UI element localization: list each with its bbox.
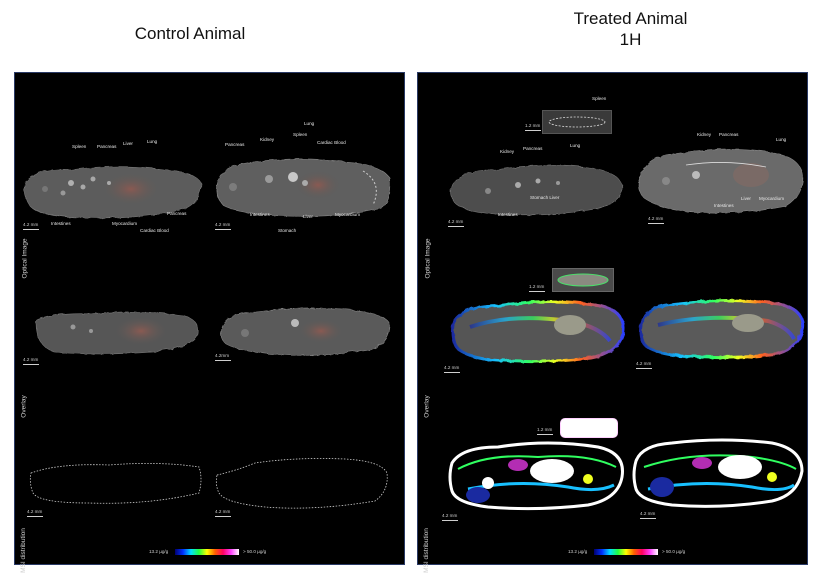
- control-right-label-liver: Liver: [303, 214, 313, 219]
- control-msi-right-scale: 4.2 mm: [215, 509, 232, 517]
- treated-msi-right-section: [632, 438, 804, 508]
- control-label-cardiac-blood: Cardiac Blood: [140, 228, 169, 233]
- control-colorbar-min: 13.2 µg/g: [149, 549, 169, 554]
- treated-inset-scale-3: 1.2 mm: [537, 427, 554, 435]
- treated-optical-right-section: [637, 148, 803, 213]
- treated-optical-left-section: [449, 164, 623, 215]
- control-label-pancreas-lower: Pancreas: [167, 211, 187, 216]
- control-right-label-lung: Lung: [304, 121, 315, 126]
- control-opt-right-scale: 4.2 mm: [215, 222, 232, 230]
- control-right-label-pancreas: Pancreas: [225, 142, 245, 147]
- control-optical-right-section: [215, 158, 390, 216]
- treated-colorbar-max: > 50.0 µg/g: [662, 549, 686, 554]
- treated-colorbar-min: 13.2 µg/g: [568, 549, 588, 554]
- treated-label-pancreas: Pancreas: [523, 146, 543, 151]
- treated-heading-line2: 1H: [619, 30, 642, 49]
- control-label-spleen: Spleen: [72, 144, 87, 149]
- control-right-label-myocardium: Myocardium: [335, 212, 361, 217]
- treated-row-label-optical: Optical Image: [424, 238, 432, 279]
- treated-row-label-overlay: Overlay: [423, 395, 431, 418]
- control-ov-right-scale: 4.2mm: [215, 353, 232, 361]
- treated-overlay-left-section: [450, 299, 625, 363]
- treated-right-label-kidney: Kidney: [697, 132, 712, 137]
- treated-inset-scale-1: 1.2 mm: [525, 123, 542, 131]
- control-label-lung: Lung: [147, 139, 158, 144]
- treated-msi-left-section: [448, 441, 624, 511]
- row-label-msi: MSI distribution: [19, 528, 27, 573]
- control-overlay-left-section: [34, 311, 198, 354]
- treated-label-lung: Lung: [570, 143, 581, 148]
- control-optical-left-section: [23, 165, 202, 218]
- treated-right-label-liver: Liver: [741, 196, 751, 201]
- treated-row-label-msi: MSI distribution: [422, 528, 430, 573]
- treated-right-label-intestines: Intestines: [714, 203, 734, 208]
- treated-animal-heading: Treated Animal 1H: [548, 8, 713, 50]
- control-ov-left-scale: 4.2 mm: [23, 357, 40, 365]
- treated-colorbar: [594, 549, 658, 555]
- treated-right-label-myocardium: Myocardium: [759, 196, 785, 201]
- treated-opt-left-scale: 4.2 mm: [448, 219, 465, 227]
- treated-label-intestines: Intestines: [498, 212, 518, 217]
- treated-heading-line1: Treated Animal: [573, 9, 688, 28]
- treated-inset-scale-2: 1.2 mm: [529, 284, 546, 292]
- control-label-pancreas: Pancreas: [97, 144, 117, 149]
- control-colorbar: [175, 549, 239, 555]
- control-right-label-intestines: Intestines: [250, 212, 270, 217]
- treated-panel: Optical Image Overlay MSI distribution S…: [417, 72, 808, 573]
- treated-ov-right-scale: 4.2 mm: [636, 361, 653, 369]
- treated-ov-left-scale: 4.2 mm: [444, 365, 461, 373]
- treated-spleen-inset-optical: [542, 110, 612, 134]
- control-colorbar-max: > 50.0 µg/g: [243, 549, 267, 554]
- treated-opt-right-scale: 4.2 mm: [648, 216, 665, 224]
- treated-right-label-pancreas: Pancreas: [719, 132, 739, 137]
- control-opt-left-scale: 4.2 mm: [23, 222, 40, 230]
- row-label-overlay: Overlay: [20, 395, 28, 418]
- treated-spleen-inset-msi: [560, 418, 618, 438]
- treated-label-stomach-liver: Stomach Liver: [530, 195, 560, 200]
- treated-overlay-right-section: [638, 298, 804, 359]
- control-msi-right-outline: [215, 458, 388, 509]
- control-label-liver: Liver: [123, 141, 133, 146]
- control-label-intestines: Intestines: [51, 221, 71, 226]
- row-label-optical: Optical Image: [21, 238, 29, 279]
- control-right-label-cardiac-blood: Cardiac Blood: [317, 140, 346, 145]
- control-right-label-kidney: Kidney: [260, 137, 275, 142]
- control-label-myocardium: Myocardium: [112, 221, 138, 226]
- control-overlay-right-section: [220, 307, 390, 355]
- control-msi-left-scale: 4.2 mm: [27, 509, 44, 517]
- treated-label-kidney: Kidney: [500, 149, 515, 154]
- treated-spleen-inset-overlay: [552, 268, 614, 292]
- treated-msi-right-scale: 4.2 mm: [640, 511, 657, 519]
- control-animal-heading: Control Animal: [134, 24, 246, 43]
- control-right-label-spleen: Spleen: [293, 132, 308, 137]
- treated-inset-spleen-label: Spleen: [592, 96, 607, 101]
- control-right-label-stomach: Stomach: [278, 228, 297, 233]
- treated-msi-left-scale: 4.2 mm: [442, 513, 459, 521]
- treated-right-label-lung: Lung: [776, 137, 787, 142]
- control-msi-left-outline: [29, 463, 202, 504]
- control-panel: Optical Image Overlay MSI distribution S…: [14, 72, 405, 573]
